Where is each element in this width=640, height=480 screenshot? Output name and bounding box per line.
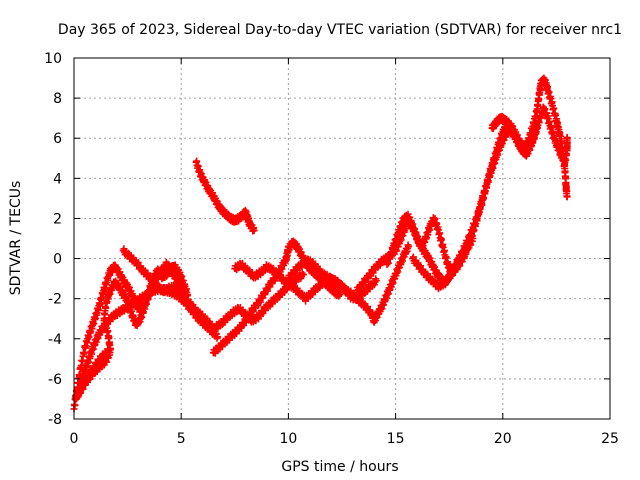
data-point	[104, 347, 112, 355]
y-axis-label: SDTVAR / TECUs	[8, 181, 24, 296]
plot-frame	[73, 57, 611, 420]
x-tick-labels: 0 5 10 15 20 25	[70, 431, 619, 447]
series-arc-13	[488, 103, 571, 168]
y-tick-label: 8	[53, 91, 62, 107]
series-arc-12	[445, 74, 571, 279]
y-tick-labels: -8 -6 -4 -2 0 2 4 6 8 10	[44, 51, 62, 428]
data-point	[404, 243, 412, 251]
data-point	[250, 226, 258, 234]
y-tick-label: 2	[53, 211, 62, 227]
series-arc-14	[72, 345, 112, 403]
x-tick-label: 15	[387, 431, 405, 447]
data-point	[299, 271, 307, 279]
x-tick-label: 25	[601, 431, 619, 447]
y-tick-label: -8	[48, 412, 62, 428]
y-tick-label: 0	[53, 252, 62, 268]
x-tick-label: 0	[70, 431, 79, 447]
series-arc-8	[284, 241, 412, 326]
axis-ticks	[73, 57, 611, 420]
data-points	[70, 74, 571, 413]
data-point	[563, 192, 571, 200]
chart-title: Day 365 of 2023, Sidereal Day-to-day VTE…	[58, 22, 622, 38]
x-tick-label: 5	[177, 431, 186, 447]
y-tick-label: -4	[48, 332, 62, 348]
y-tick-label: 4	[53, 171, 62, 187]
data-point	[563, 134, 571, 142]
x-tick-label: 10	[279, 431, 297, 447]
x-axis-label: GPS time / hours	[281, 459, 398, 475]
x-tick-label: 20	[494, 431, 512, 447]
y-tick-label: 10	[44, 51, 62, 67]
series-arc-4	[119, 245, 307, 334]
series-arc-5	[192, 157, 258, 235]
y-tick-label: -6	[48, 372, 62, 388]
y-tick-label: -2	[48, 292, 62, 308]
data-point	[214, 333, 222, 341]
data-point	[372, 277, 380, 285]
data-point	[336, 291, 344, 299]
y-tick-label: 6	[53, 131, 62, 147]
grid-lines	[74, 58, 610, 419]
